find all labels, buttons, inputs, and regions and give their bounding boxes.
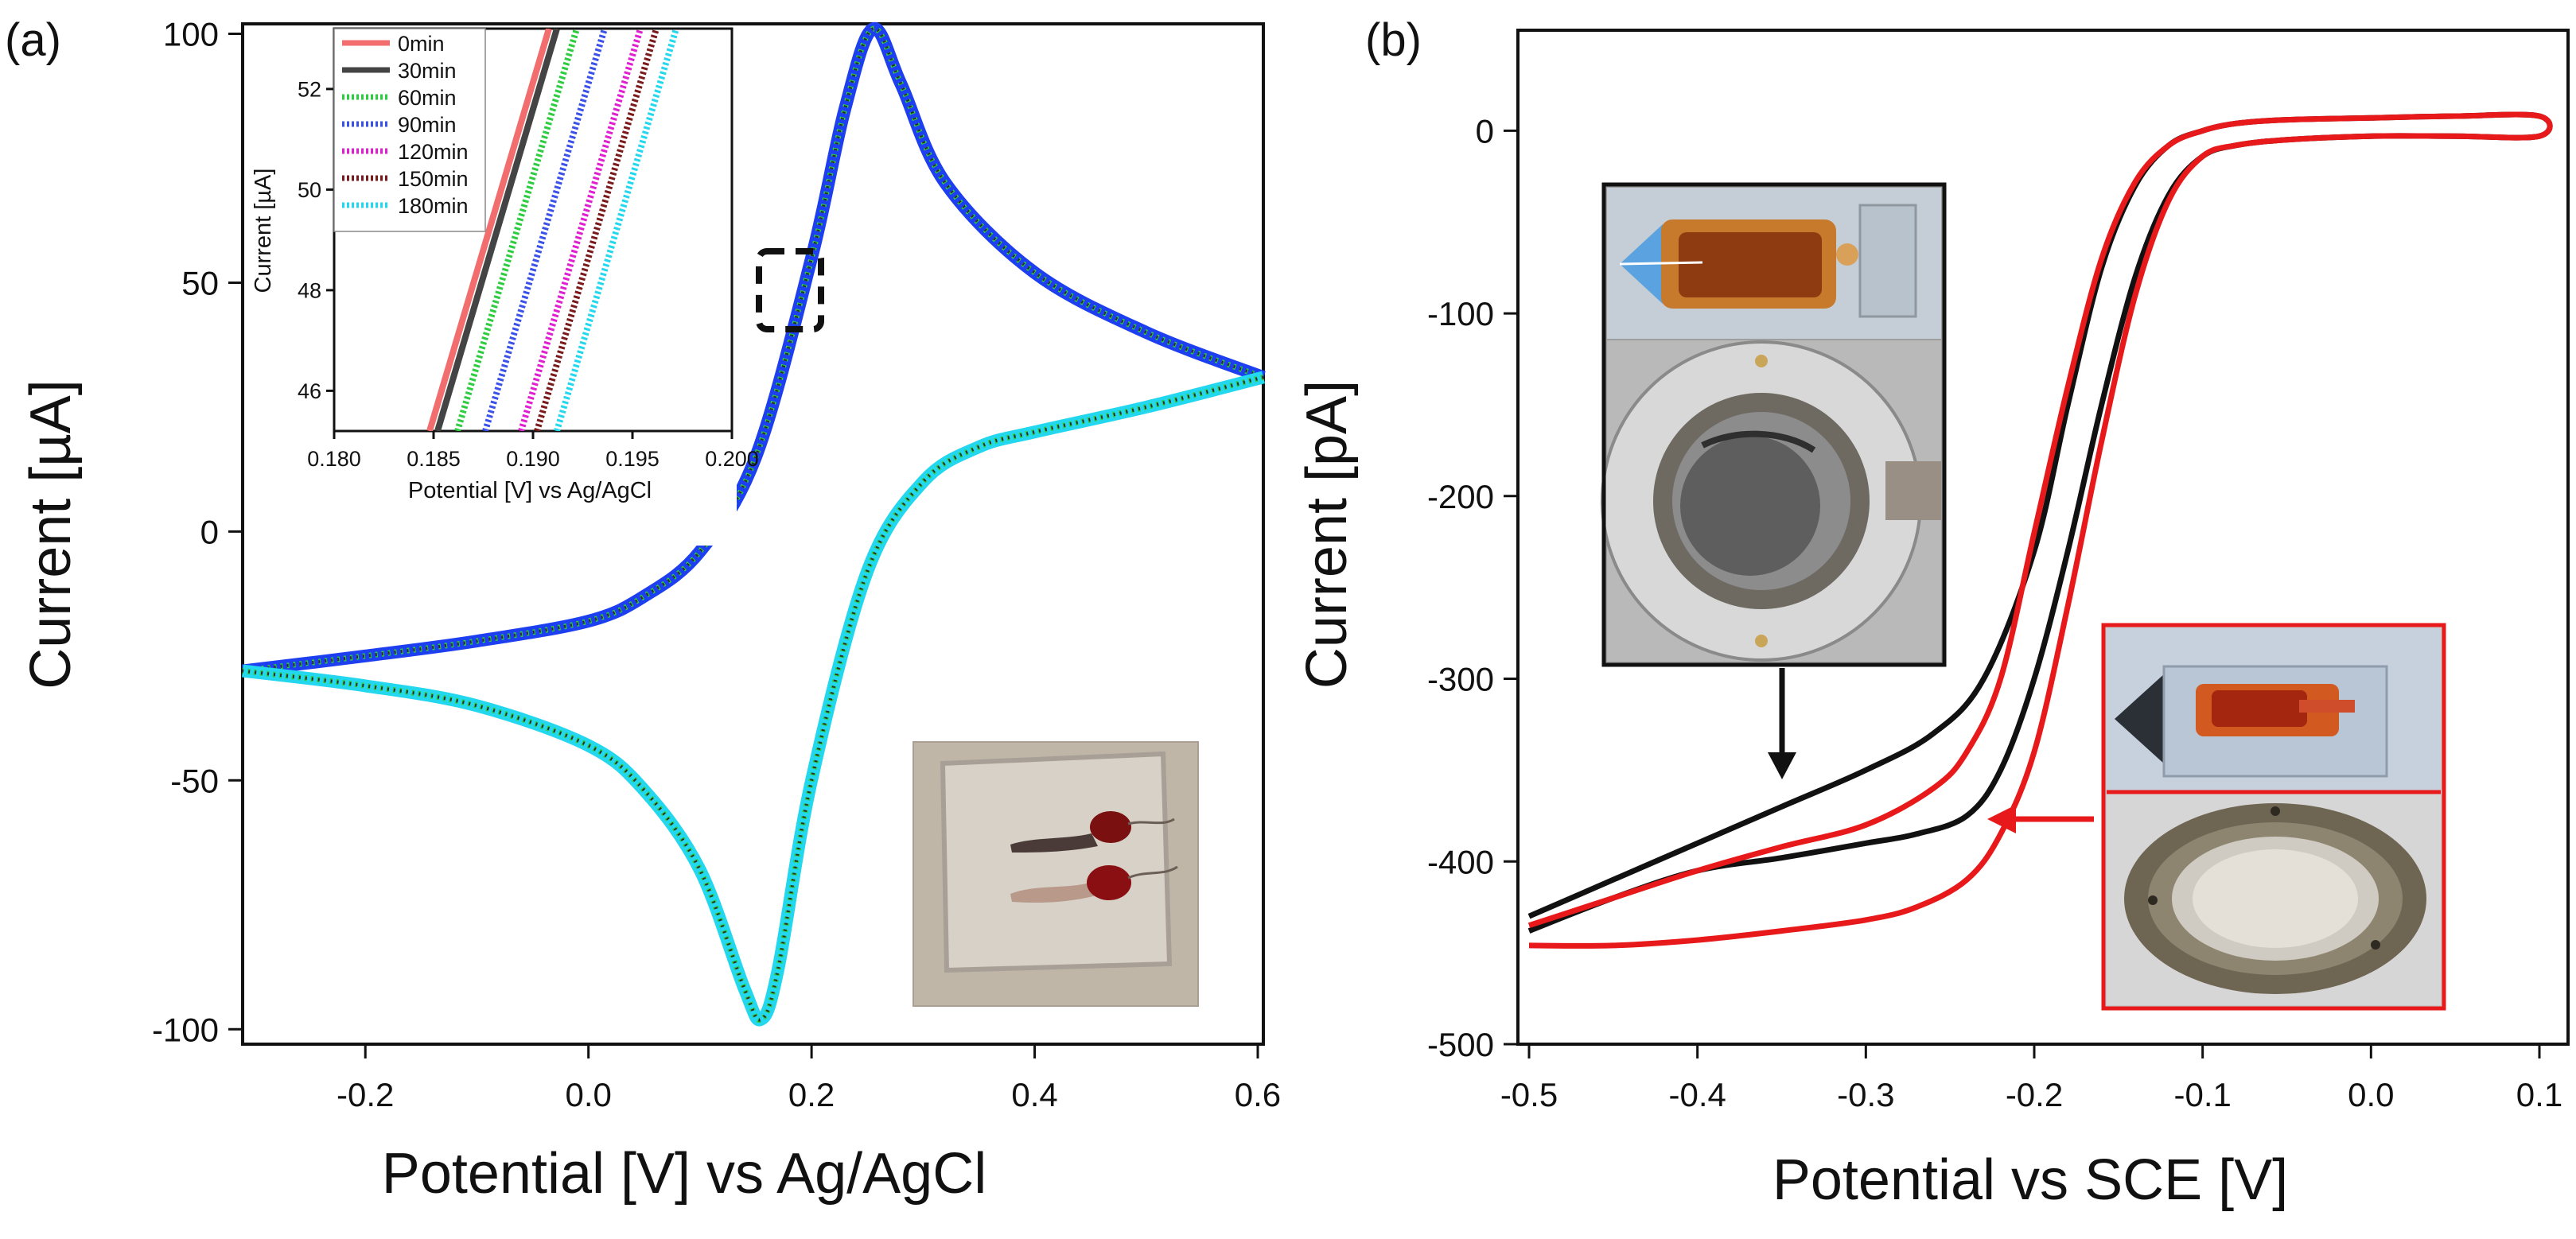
- panel-a-y-tick-label: 100: [163, 16, 219, 53]
- panel-b-x-axis-title: Potential vs SCE [V]: [1772, 1148, 2288, 1212]
- panel-b-x-axis: -0.5 -0.4 -0.3 -0.2 -0.1 0.0 0.1: [1500, 1044, 2562, 1113]
- panel-b-x-tick-label: 0.0: [2348, 1076, 2394, 1113]
- panel-b-y-axis: -500 -400 -300 -200 -100 0: [1427, 112, 1518, 1063]
- panel-a-inset-y-tick-label: 50: [298, 178, 321, 202]
- panel-a-x-tick-label: 0.0: [565, 1076, 611, 1113]
- cv-trace-green-overlay: [242, 375, 1264, 1023]
- panel-a-label: (a): [5, 14, 61, 66]
- inset-line-30min: [434, 29, 560, 431]
- panel-b-plot-frame: [1516, 29, 2570, 1046]
- panel-a-x-axis: -0.2 0.0 0.2 0.4 0.6: [337, 1044, 1281, 1113]
- panel-a-inset-x-axis: 0.180 0.185 0.190 0.195 0.200: [307, 431, 759, 471]
- panel-a-zoom-box: [756, 248, 824, 332]
- inset-line-150min: [534, 29, 660, 431]
- panel-a-x-tick-label: 0.2: [788, 1076, 835, 1113]
- inset-line-0min: [426, 29, 552, 431]
- panel-a-y-tick-label: -50: [170, 762, 219, 799]
- inset-line-180min: [554, 29, 679, 431]
- panel-a-x-tick-label: 0.6: [1235, 1076, 1281, 1113]
- panel-b-x-tick-label: -0.4: [1668, 1076, 1726, 1113]
- panel-b-arrow-red: [1987, 805, 2094, 833]
- inset-line-60min: [454, 29, 580, 431]
- panel-b-x-tick-label: -0.2: [2006, 1076, 2063, 1113]
- panel-a-photo-substrate: [912, 741, 1199, 1007]
- inset-line-90min: [482, 29, 608, 431]
- panel-b-label: (b): [1365, 14, 1422, 66]
- panel-a-inset-x-axis-title: Potential [V] vs Ag/AgCl: [408, 478, 652, 503]
- panel-b-y-tick-label: -500: [1427, 1026, 1494, 1063]
- panel-a-x-tick-label: 0.4: [1011, 1076, 1057, 1113]
- panel-a-plot-frame: [241, 22, 1265, 1046]
- inset-legend-label: 150min: [398, 167, 469, 191]
- inset-line-120min: [518, 29, 644, 431]
- panel-a-inset-x-tick-label: 0.180: [307, 447, 361, 471]
- panel-a-y-axis-title: Current [µA]: [19, 379, 83, 689]
- panel-b-photo-red-cell: [2101, 623, 2446, 1011]
- panel-b-x-tick-label: -0.5: [1500, 1076, 1558, 1113]
- panel-a-inset-legend: 0min 30min 60min 90min 120min 150min 180min: [333, 28, 486, 232]
- panel-a-y-tick-label: -100: [152, 1011, 219, 1048]
- panel-b-data-layer: [1527, 111, 2553, 949]
- panel-a-inset-x-tick-label: 0.195: [605, 447, 660, 471]
- inset-legend-label: 90min: [398, 113, 457, 137]
- panel-a-inset-y-axis-title: Current [µA]: [251, 169, 276, 293]
- panel-b-x-tick-label: 0.1: [2516, 1076, 2562, 1113]
- panel-b-y-axis-title: Current [pA]: [1295, 380, 1359, 689]
- inset-legend-label: 0min: [398, 32, 445, 56]
- panel-b-y-tick-label: 0: [1476, 112, 1494, 150]
- panel-a-inset-x-tick-label: 0.185: [407, 447, 461, 471]
- panel-a-inset-y-axis: 46 48 50 52: [298, 78, 334, 403]
- panel-a-y-axis: -100 -50 0 50 100: [152, 16, 243, 1048]
- cv-trace-dark-overlay: [242, 27, 1264, 673]
- panel-b-photo-black-cell: [1601, 182, 1947, 667]
- panel-a-y-tick-label: 50: [181, 265, 219, 302]
- panel-b-x-tick-label: -0.1: [2173, 1076, 2231, 1113]
- panel-a-inset-x-tick-label: 0.190: [506, 447, 560, 471]
- panel-b-y-tick-label: -300: [1427, 661, 1494, 698]
- panel-b-arrow-black: [1768, 668, 1796, 779]
- panel-b-y-tick-label: -400: [1427, 843, 1494, 880]
- panel-a-inset-y-tick-label: 52: [298, 78, 321, 102]
- inset-legend-label: 60min: [398, 86, 457, 110]
- panel-a-inset-y-tick-label: 48: [298, 279, 321, 303]
- inset-legend-label: 180min: [398, 194, 469, 218]
- panel-a-y-tick-label: 0: [200, 513, 219, 550]
- lsv-trace-red: [1527, 111, 2553, 949]
- panel-b-x-tick-label: -0.3: [1837, 1076, 1894, 1113]
- panel-a-inset-data-layer: [426, 29, 679, 431]
- inset-legend-box: [333, 28, 486, 232]
- panel-a-x-tick-label: -0.2: [337, 1076, 394, 1113]
- inset-legend-label: 30min: [398, 59, 457, 83]
- panel-b-y-tick-label: -100: [1427, 295, 1494, 332]
- inset-legend-label: 120min: [398, 140, 469, 164]
- panel-a-inset-x-tick-label: 0.200: [705, 447, 759, 471]
- panel-a-data-layer: [242, 22, 1266, 1027]
- panel-a-x-axis-title: Potential [V] vs Ag/AgCl: [382, 1142, 986, 1206]
- panel-a-inset-y-tick-label: 46: [298, 379, 321, 403]
- panel-b-y-tick-label: -200: [1427, 478, 1494, 515]
